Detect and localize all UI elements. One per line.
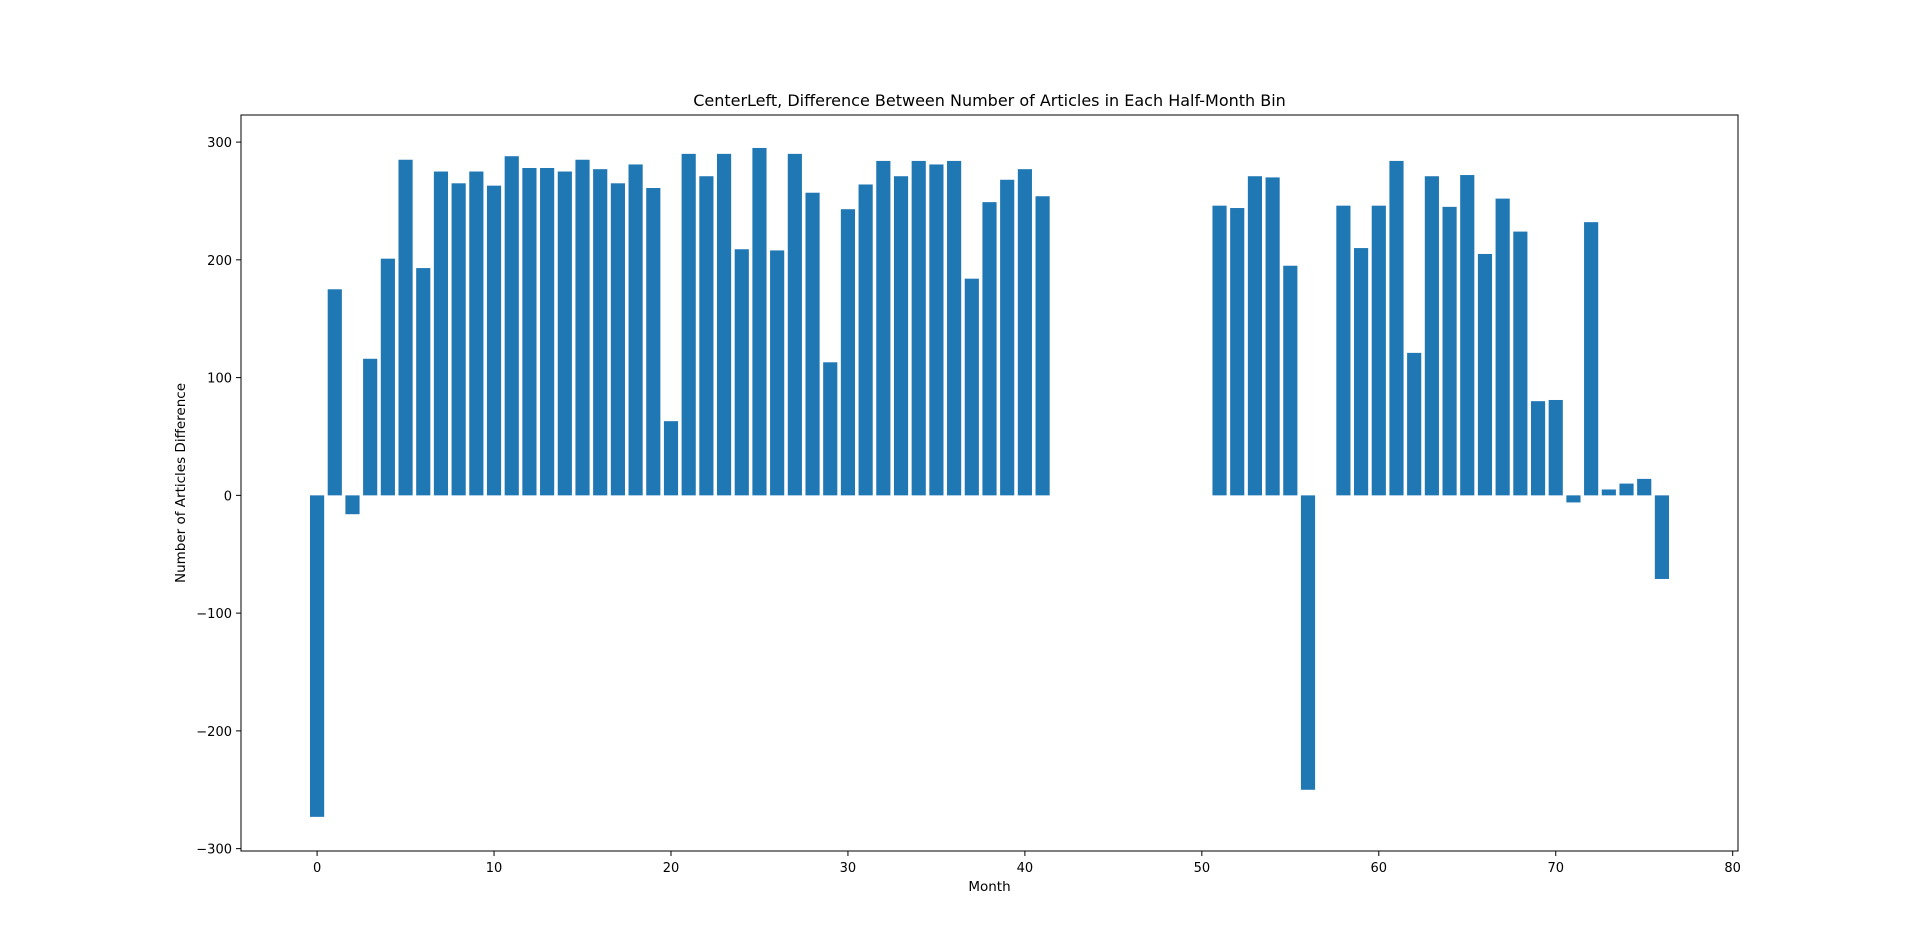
- bar-63: [1424, 176, 1439, 496]
- x-axis-label: Month: [968, 879, 1010, 895]
- bar-39: [1000, 179, 1015, 496]
- y-tick-label: −100: [196, 607, 232, 622]
- bar-55: [1283, 265, 1298, 496]
- bar-6: [416, 268, 431, 496]
- chart-title: CenterLeft, Difference Between Number of…: [693, 91, 1286, 110]
- bar-13: [540, 167, 555, 496]
- bar-29: [823, 362, 838, 496]
- bar-31: [858, 184, 873, 496]
- bar-30: [840, 209, 856, 496]
- bar-27: [787, 153, 802, 496]
- bar-58: [1336, 205, 1351, 496]
- y-tick-label: −200: [196, 725, 232, 740]
- bar-28: [805, 192, 820, 496]
- bar-15: [575, 159, 590, 496]
- bar-61: [1389, 160, 1404, 496]
- bar-32: [876, 160, 891, 496]
- y-axis-ticks: −300 −200 −100 0 100 200 300: [196, 136, 241, 858]
- x-tick-label: 40: [1017, 861, 1034, 876]
- y-tick-label: 300: [207, 136, 232, 151]
- bar-72: [1584, 222, 1599, 496]
- bar-19: [646, 188, 661, 496]
- bar-59: [1354, 248, 1369, 496]
- bar-53: [1247, 176, 1263, 496]
- x-tick-label: 0: [313, 861, 321, 876]
- bar-9: [469, 171, 484, 496]
- bar-75: [1637, 478, 1652, 496]
- bar-7: [433, 171, 449, 496]
- bar-20: [663, 421, 679, 496]
- bar-52: [1230, 208, 1245, 496]
- bar-16: [593, 169, 608, 496]
- bars-group: [310, 147, 1669, 817]
- bar-60: [1371, 205, 1386, 496]
- y-tick-label: 100: [207, 372, 232, 387]
- bar-3: [363, 358, 378, 496]
- bar-14: [557, 171, 572, 496]
- bar-23: [716, 153, 732, 496]
- bar-24: [734, 249, 749, 496]
- bar-11: [504, 156, 519, 496]
- bar-65: [1460, 175, 1475, 496]
- y-axis-label: Number of Articles Difference: [173, 383, 189, 583]
- y-tick-label: 200: [207, 254, 232, 269]
- x-tick-label: 10: [486, 861, 503, 876]
- bar-10: [486, 185, 502, 496]
- plot-frame: [240, 114, 1739, 852]
- bar-12: [522, 167, 537, 496]
- y-tick-label: −300: [196, 843, 232, 858]
- bar-38: [982, 202, 997, 496]
- bar-62: [1407, 352, 1422, 496]
- bar-69: [1530, 401, 1546, 496]
- bar-17: [610, 183, 625, 496]
- bar-33: [893, 176, 909, 496]
- bar-64: [1442, 206, 1457, 496]
- bar-73: [1601, 489, 1616, 496]
- bar-5: [398, 159, 413, 496]
- x-tick-label: 60: [1371, 861, 1388, 876]
- bar-40: [1017, 169, 1032, 496]
- bar-36: [947, 160, 962, 496]
- bar-67: [1495, 198, 1510, 496]
- bar-76: [1654, 495, 1669, 579]
- x-tick-label: 30: [840, 861, 857, 876]
- bar-26: [770, 250, 785, 496]
- x-tick-label: 20: [663, 861, 680, 876]
- bar-71: [1566, 495, 1581, 503]
- bar-1: [327, 289, 342, 496]
- bar-21: [681, 153, 696, 496]
- x-tick-label: 70: [1547, 861, 1564, 876]
- x-axis-ticks: 0 10 20 30 40 50 60 70 80: [313, 851, 1741, 876]
- bar-74: [1619, 483, 1634, 496]
- bar-51: [1212, 205, 1227, 496]
- x-tick-label: 80: [1724, 861, 1741, 876]
- y-tick-label: 0: [224, 489, 232, 504]
- bar-25: [752, 147, 767, 496]
- bar-22: [699, 176, 714, 496]
- bar-0: [310, 495, 325, 817]
- bar-41: [1035, 196, 1050, 496]
- bar-70: [1548, 399, 1563, 496]
- bar-66: [1477, 253, 1493, 496]
- bar-35: [929, 164, 944, 496]
- x-tick-label: 50: [1194, 861, 1211, 876]
- bar-8: [451, 183, 466, 496]
- bar-2: [345, 495, 360, 515]
- bar-18: [628, 164, 643, 496]
- bar-34: [911, 160, 926, 496]
- bar-37: [964, 278, 979, 496]
- bar-4: [380, 258, 395, 496]
- bar-68: [1513, 231, 1528, 496]
- bar-56: [1300, 495, 1316, 790]
- bar-54: [1265, 177, 1280, 496]
